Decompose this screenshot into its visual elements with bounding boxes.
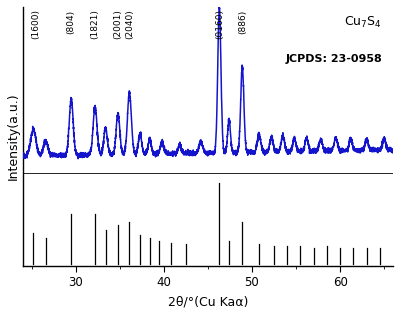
- Text: (2040): (2040): [125, 9, 134, 39]
- Y-axis label: Intensity(a.u.): Intensity(a.u.): [7, 93, 20, 180]
- Text: (1600): (1600): [32, 9, 40, 39]
- Text: Cu$_7$S$_4$: Cu$_7$S$_4$: [344, 15, 382, 30]
- Text: (0160): (0160): [215, 9, 224, 39]
- Text: (886): (886): [238, 9, 247, 34]
- X-axis label: 2θ/°(Cu Kaα): 2θ/°(Cu Kaα): [168, 295, 248, 308]
- Text: (2001): (2001): [114, 9, 122, 39]
- Text: (804): (804): [67, 9, 76, 33]
- Text: (1821): (1821): [90, 9, 100, 39]
- Text: JCPDS: 23-0958: JCPDS: 23-0958: [285, 54, 382, 64]
